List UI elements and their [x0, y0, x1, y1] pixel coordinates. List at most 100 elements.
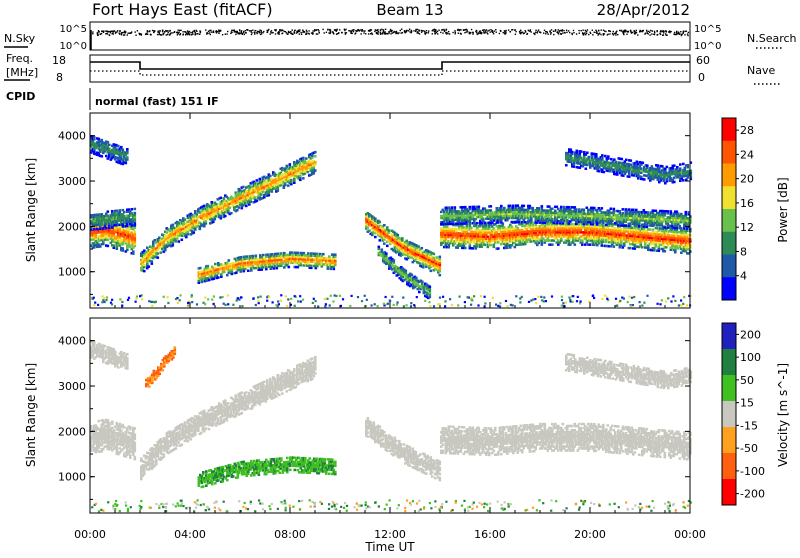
range-cell — [235, 272, 238, 275]
range-cell — [418, 291, 421, 294]
noise-point — [344, 29, 345, 30]
noise-point — [505, 30, 506, 31]
range-cell — [374, 218, 377, 221]
noise-point — [510, 31, 511, 32]
noise-point — [284, 31, 285, 32]
noise-point — [460, 29, 461, 30]
noise-point — [337, 33, 338, 34]
noise-point — [492, 32, 493, 33]
range-cell — [641, 246, 644, 249]
noise-point — [256, 32, 257, 33]
range-cell — [143, 270, 146, 273]
noise-point — [443, 29, 444, 30]
range-cell — [430, 270, 433, 273]
noise-point — [182, 31, 183, 32]
noise-point — [166, 34, 167, 35]
range-cell — [229, 207, 232, 210]
noise-point — [505, 32, 506, 33]
noise-point — [100, 33, 101, 34]
range-cell — [134, 208, 137, 211]
noise-point — [154, 31, 155, 32]
noise-point — [654, 32, 655, 33]
noise-point — [124, 34, 125, 35]
noise-point — [329, 33, 330, 34]
noise-point — [521, 32, 522, 33]
noise-point — [609, 33, 610, 34]
range-cell — [379, 221, 382, 224]
noise-point — [127, 34, 128, 35]
noise-point — [478, 33, 479, 34]
noise-point — [150, 34, 151, 35]
range-cell — [173, 227, 176, 230]
range-cell — [178, 240, 181, 243]
noise-point — [646, 30, 647, 31]
noise-point — [426, 32, 427, 33]
range-cell — [653, 231, 656, 234]
noise-point — [336, 31, 337, 32]
noise-point — [585, 30, 586, 31]
noise-point — [218, 31, 219, 32]
range-cell — [529, 224, 532, 227]
range-cell — [256, 200, 259, 203]
noise-point — [176, 32, 177, 33]
range-cell — [132, 250, 135, 253]
noise-left-tick-bottom: 10^0 — [60, 41, 87, 52]
noise-point — [187, 34, 188, 35]
beam-label: Beam 13 — [376, 1, 443, 19]
noise-point — [251, 34, 252, 35]
range-cell — [469, 222, 472, 225]
noise-point — [598, 30, 599, 31]
noise-point — [500, 31, 501, 32]
range-cell — [213, 278, 216, 281]
range-cell — [381, 248, 384, 251]
noise-point — [281, 33, 282, 34]
noise-point — [596, 32, 597, 33]
range-cell — [383, 242, 386, 245]
noise-point — [170, 30, 171, 31]
noise-point — [660, 34, 661, 35]
range-cell — [469, 206, 472, 209]
noise-point — [684, 34, 685, 35]
range-cell — [401, 237, 404, 240]
noise-point — [318, 29, 319, 30]
noise-point — [534, 33, 535, 34]
range-cell — [99, 245, 102, 248]
range-cell — [631, 227, 634, 230]
noise-point — [92, 33, 93, 34]
range-cell — [254, 182, 257, 185]
noise-point — [378, 31, 379, 32]
noise-point — [239, 32, 240, 33]
range-cell — [421, 281, 424, 284]
range-cell — [497, 247, 500, 250]
noise-point — [249, 30, 250, 31]
range-cell — [255, 255, 258, 258]
noise-point — [121, 32, 122, 33]
range-cell — [228, 259, 231, 262]
noise-point — [369, 30, 370, 31]
noise-point — [314, 29, 315, 30]
noise-point — [480, 33, 481, 34]
noise-point — [650, 30, 651, 31]
noise-point — [152, 30, 153, 31]
noise-point — [279, 29, 280, 30]
noise-point — [157, 31, 158, 32]
freq-label-line2: [MHz] — [6, 66, 38, 79]
power-heatmap — [90, 135, 692, 308]
noise-point — [582, 33, 583, 34]
noise-point — [192, 34, 193, 35]
noise-point — [147, 30, 148, 31]
noise-point — [114, 30, 115, 31]
range-cell — [514, 246, 517, 249]
noise-point — [109, 34, 110, 35]
noise-trace — [91, 29, 689, 51]
noise-point — [296, 32, 297, 33]
noise-point — [274, 29, 275, 30]
noise-point — [560, 33, 561, 34]
noise-point — [424, 33, 425, 34]
noise-point — [487, 30, 488, 31]
noise-point — [464, 32, 465, 33]
noise-point — [557, 31, 558, 32]
noise-point — [637, 34, 638, 35]
noise-point — [212, 32, 213, 33]
noise-point — [437, 31, 438, 32]
